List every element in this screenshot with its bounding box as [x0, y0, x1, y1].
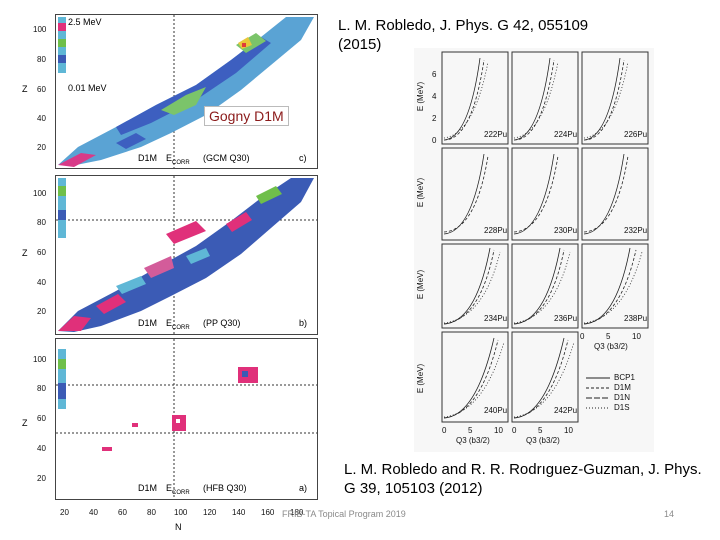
z-tick: 60 — [37, 414, 46, 423]
n-tick: 120 — [203, 508, 217, 517]
panel-c-tag: c) — [299, 153, 307, 163]
z-tick: 100 — [33, 25, 47, 34]
n-tick: 20 — [60, 508, 69, 517]
x-tick: 10 — [494, 426, 503, 435]
n-tick: 160 — [261, 508, 275, 517]
gogny-label: Gogny D1M — [204, 106, 289, 126]
colorbar-min-label: 0.01 MeV — [68, 83, 107, 93]
z-tick: 60 — [37, 85, 46, 94]
n-tick: 180 — [290, 508, 304, 517]
y-tick: 0 — [432, 136, 437, 145]
y-axis-label: E (MeV) — [416, 81, 426, 112]
nucleus-label: 242Pu — [554, 406, 578, 415]
z-tick: 60 — [37, 248, 46, 257]
nucleus-label: 236Pu — [554, 314, 578, 323]
x-tick: 10 — [632, 332, 641, 341]
x-tick: 10 — [564, 426, 573, 435]
y-tick: 4 — [432, 92, 437, 101]
n-axis-label: N — [175, 522, 182, 532]
z-tick: 100 — [33, 355, 47, 364]
page-number: 14 — [664, 509, 675, 519]
colorbar-max-label: 2.5 MeV — [68, 17, 102, 27]
z-tick: 40 — [37, 444, 46, 453]
y-tick: 2 — [432, 114, 437, 123]
z-tick: 20 — [37, 474, 46, 483]
x-tick: 5 — [538, 426, 543, 435]
n-tick: 60 — [118, 508, 127, 517]
nucleus-label: 232Pu — [624, 226, 648, 235]
n-tick: 140 — [232, 508, 246, 517]
panel-b-quantity: ECORR — [166, 318, 190, 331]
nucleus-label: 238Pu — [624, 314, 648, 323]
legend-item: D1S — [614, 403, 630, 412]
panel-a-quantity: ECORR — [166, 483, 190, 496]
x-tick: 0 — [512, 426, 517, 435]
panel-a-method: (HFB Q30) — [203, 483, 247, 493]
panel-c-quantity: ECORR — [166, 153, 190, 166]
z-tick: 80 — [37, 218, 46, 227]
z-axis-label-top: Z — [22, 84, 28, 94]
z-tick: 80 — [37, 384, 46, 393]
x-axis-label: Q3 (b3/2) — [526, 436, 560, 445]
y-axis-label: E (MeV) — [416, 269, 426, 300]
n-tick: 80 — [147, 508, 156, 517]
panel-a-tag: a) — [299, 483, 308, 493]
z-tick: 100 — [33, 189, 47, 198]
z-tick: 80 — [37, 55, 46, 64]
panel-pp: D1M ECORR (PP Q30) b) — [55, 175, 318, 335]
z-tick: 20 — [37, 143, 46, 152]
legend-item: BCP1 — [614, 373, 635, 382]
citation-top: L. M. Robledo, J. Phys. G 42, 055109 (20… — [338, 17, 589, 53]
z-axis-label-mid: Z — [22, 248, 28, 258]
y-axis-label: E (MeV) — [416, 177, 426, 208]
panel-gcm: 2.5 MeV 0.01 MeV D1M ECORR (GCM Q30) c) — [55, 14, 318, 169]
x-axis-label: Q3 (b3/2) — [456, 436, 490, 445]
y-tick: 6 — [432, 70, 437, 79]
n-tick: 40 — [89, 508, 98, 517]
panel-a-model: D1M — [138, 483, 158, 493]
panel-gcm-map — [58, 15, 314, 168]
n-tick: 100 — [174, 508, 188, 517]
z-tick: 40 — [37, 114, 46, 123]
panel-b-model: D1M — [138, 318, 158, 328]
footer-text: FRIB-TA Topical Program 2019 — [282, 509, 406, 519]
right-figure-plots — [441, 51, 649, 423]
nucleus-label: 224Pu — [554, 130, 578, 139]
nucleus-label: 228Pu — [484, 226, 508, 235]
panel-pp-map — [56, 176, 317, 334]
nucleus-label: 226Pu — [624, 130, 648, 139]
panel-hfb: D1M ECORR (HFB Q30) a) — [55, 338, 318, 500]
legend-item: D1M — [614, 383, 631, 392]
right-figure: 222Pu 224Pu 226Pu 228Pu 230Pu 232Pu 234P… — [414, 48, 654, 452]
legend-item: D1N — [614, 393, 631, 402]
x-tick: 0 — [580, 332, 585, 341]
z-tick: 20 — [37, 307, 46, 316]
left-figure: 2.5 MeV 0.01 MeV D1M ECORR (GCM Q30) c) … — [0, 0, 330, 540]
panel-b-method: (PP Q30) — [203, 318, 241, 328]
y-axis-label: E (MeV) — [416, 363, 426, 394]
x-axis-label: Q3 (b3/2) — [594, 342, 628, 351]
x-tick: 0 — [442, 426, 447, 435]
nucleus-label: 222Pu — [484, 130, 508, 139]
panel-c-model: D1M — [138, 153, 158, 163]
z-axis-label-bottom: Z — [22, 418, 28, 428]
z-tick: 40 — [37, 278, 46, 287]
panel-hfb-map — [56, 339, 317, 499]
nucleus-label: 230Pu — [554, 226, 578, 235]
citation-bottom: L. M. Robledo and R. R. Rodrıguez-Guzman… — [344, 461, 702, 497]
panel-c-method: (GCM Q30) — [203, 153, 250, 163]
nucleus-label: 234Pu — [484, 314, 508, 323]
nucleus-label: 240Pu — [484, 406, 508, 415]
x-tick: 5 — [468, 426, 473, 435]
panel-b-tag: b) — [299, 318, 308, 328]
x-tick: 5 — [606, 332, 611, 341]
